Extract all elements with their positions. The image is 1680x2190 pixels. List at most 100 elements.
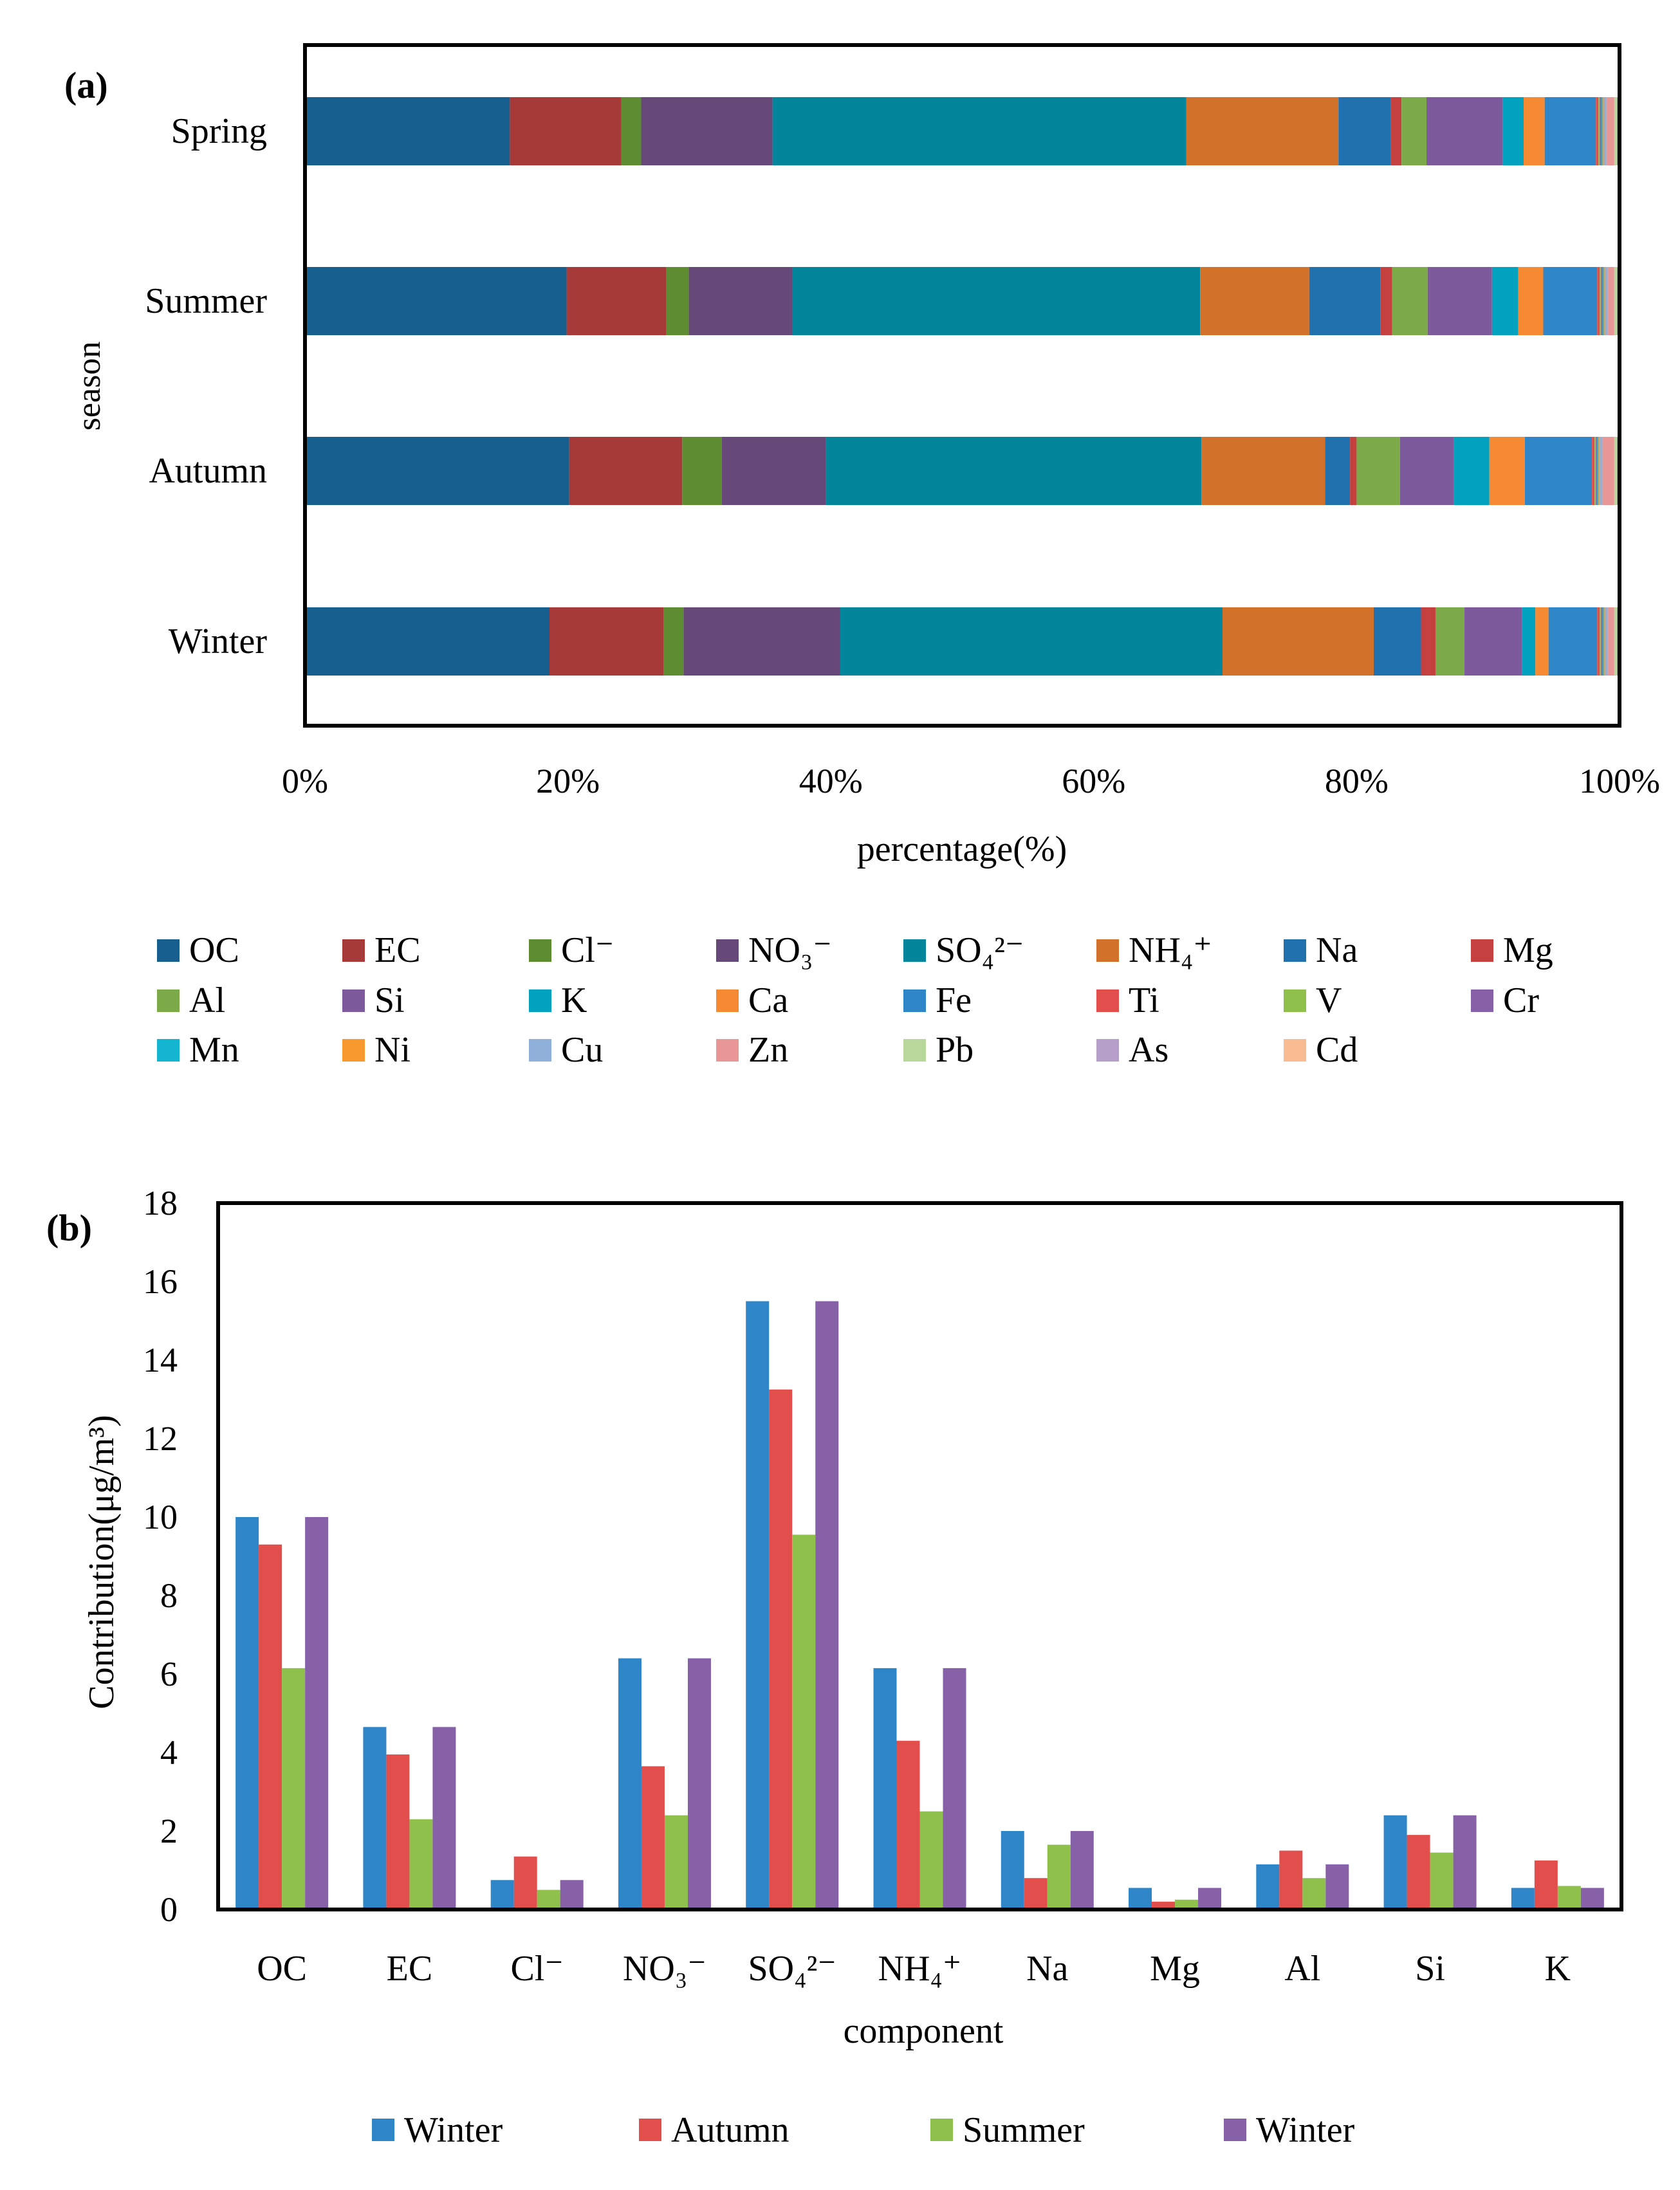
panel-b-legend: Winter Autumn Summer Winter xyxy=(372,2110,1355,2150)
bar-nh4-plus-winter-0 xyxy=(873,1668,897,1909)
category-label-so42-minus: SO₄²⁻ xyxy=(748,1949,836,1989)
bar-cl-minus-winter-3 xyxy=(560,1880,584,1909)
bar-si-autumn-1 xyxy=(1407,1835,1430,1909)
legend-swatch xyxy=(903,939,926,962)
bar-no3-minus-summer-2 xyxy=(664,1815,688,1909)
bar-segment-summer-so42-minus xyxy=(792,267,1201,335)
bar-segment-spring-v xyxy=(1598,97,1600,165)
bar-segment-winter-cr xyxy=(1601,607,1603,676)
legend-swatch xyxy=(529,1039,551,1062)
bar-segment-spring-cl-minus xyxy=(621,97,642,165)
bar-segment-summer-k xyxy=(1491,267,1518,335)
bar-al-summer-2 xyxy=(1302,1878,1326,1909)
legend-label: Fe xyxy=(936,980,972,1020)
x-tick-label: 100% xyxy=(1579,762,1660,800)
bar-segment-autumn-ec xyxy=(569,437,683,505)
y-tick-label: 8 xyxy=(160,1576,178,1615)
legend-swatch xyxy=(1284,939,1306,962)
bar-segment-autumn-cr xyxy=(1596,437,1598,505)
legend-label: Ni xyxy=(374,1030,411,1070)
bar-al-winter-0 xyxy=(1256,1864,1280,1909)
x-tick-label: 20% xyxy=(536,762,600,800)
bar-segment-summer-al xyxy=(1392,267,1428,335)
bar-segment-spring-cu xyxy=(1603,97,1607,165)
y-tick-label: 2 xyxy=(160,1812,178,1850)
bar-segment-autumn-cu xyxy=(1600,437,1603,505)
category-label-spring: Spring xyxy=(171,111,267,151)
bar-segment-autumn-mn xyxy=(1597,437,1599,505)
bar-segment-spring-ti xyxy=(1596,97,1599,165)
y-tick-label: 4 xyxy=(160,1733,178,1772)
bar-segment-winter-ca xyxy=(1535,607,1549,676)
x-tick-label: 40% xyxy=(799,762,863,800)
legend-swatch xyxy=(157,1039,180,1062)
bar-segment-spring-na xyxy=(1338,97,1391,165)
y-tick-label: 10 xyxy=(143,1498,178,1536)
bar-segment-summer-mg xyxy=(1380,267,1392,335)
panel-b: (b) 0 2 4 6 8 10 12 14 16 18 OC EC Cl⁻ NO₃⁻ SO₄²⁻ NH₄⁺… xyxy=(46,1184,1623,2150)
legend-swatch xyxy=(157,939,180,962)
legend-item-zn: Zn xyxy=(716,1030,788,1070)
panel-a: (a) Spring Summer Autumn Winter 0% 20% 40% 60%… xyxy=(64,43,1660,1070)
bar-ec-winter-3 xyxy=(432,1727,456,1909)
legend-swatch xyxy=(1284,989,1306,1012)
legend-label: Mn xyxy=(189,1030,239,1070)
legend-item-oc: OC xyxy=(157,930,239,970)
bar-na-winter-3 xyxy=(1070,1831,1094,1909)
bar-segment-winter-ec xyxy=(549,607,664,676)
legend-swatch xyxy=(1096,1039,1119,1062)
bar-segment-spring-si xyxy=(1426,97,1503,165)
bar-so42-minus-autumn-1 xyxy=(769,1389,793,1909)
bar-segment-autumn-as xyxy=(1616,437,1618,505)
legend-swatch xyxy=(903,1039,926,1062)
legend-item-winter-0: Winter xyxy=(372,2110,503,2150)
legend-label: Cu xyxy=(561,1030,603,1070)
category-label-al: Al xyxy=(1284,1949,1320,1989)
bar-segment-autumn-v xyxy=(1594,437,1596,505)
bar-segment-spring-k xyxy=(1502,97,1524,165)
bar-so42-minus-summer-2 xyxy=(792,1534,816,1909)
bar-segment-autumn-nh4-plus xyxy=(1201,437,1325,505)
legend-label: Cd xyxy=(1316,1030,1358,1070)
x-tick-label: 80% xyxy=(1325,762,1389,800)
bar-segment-summer-ti xyxy=(1597,267,1600,335)
category-label-ec: EC xyxy=(387,1949,433,1989)
bar-segment-winter-v xyxy=(1600,607,1602,676)
legend-label: Ti xyxy=(1129,980,1159,1020)
category-label-na: Na xyxy=(1026,1949,1068,1989)
panel-a-x-axis-title: percentage(%) xyxy=(857,829,1067,869)
bar-segment-spring-ca xyxy=(1524,97,1545,165)
legend-item-si: Si xyxy=(342,980,405,1020)
bar-segment-spring-oc xyxy=(305,97,510,165)
y-tick-label: 0 xyxy=(160,1890,178,1929)
legend-swatch xyxy=(716,1039,739,1062)
bar-si-summer-2 xyxy=(1430,1852,1454,1909)
legend-item-no3-minus: NO₃⁻ xyxy=(716,930,832,970)
category-label-cl-minus: Cl⁻ xyxy=(510,1949,563,1989)
legend-item-k: K xyxy=(529,980,587,1020)
legend-swatch xyxy=(903,989,926,1012)
legend-label: Cr xyxy=(1503,980,1539,1020)
bar-segment-spring-no3-minus xyxy=(641,97,773,165)
bar-segment-summer-ec xyxy=(566,267,667,335)
legend-item-ec: EC xyxy=(342,930,421,970)
bar-mg-autumn-1 xyxy=(1152,1901,1176,1909)
legend-item-so42-minus: SO₄²⁻ xyxy=(903,930,1024,970)
category-label-k: K xyxy=(1545,1949,1571,1989)
panel-b-y-axis-title: Contribution(μg/m³) xyxy=(82,1415,122,1709)
bar-segment-summer-nh4-plus xyxy=(1200,267,1309,335)
bar-segment-summer-cu xyxy=(1605,267,1608,335)
legend-label: NH₄⁺ xyxy=(1129,930,1212,970)
bar-segment-summer-fe xyxy=(1543,267,1598,335)
bar-segment-autumn-mg xyxy=(1350,437,1357,505)
bar-segment-autumn-cl-minus xyxy=(682,437,722,505)
bar-segment-summer-no3-minus xyxy=(688,267,793,335)
bar-segment-winter-cu xyxy=(1605,607,1608,676)
bar-k-autumn-1 xyxy=(1534,1860,1558,1909)
legend-swatch xyxy=(342,989,365,1012)
bar-segment-autumn-k xyxy=(1454,437,1490,505)
legend-item-v: V xyxy=(1284,980,1342,1020)
bar-segment-autumn-no3-minus xyxy=(721,437,826,505)
panel-a-y-axis-title: season xyxy=(71,342,107,431)
